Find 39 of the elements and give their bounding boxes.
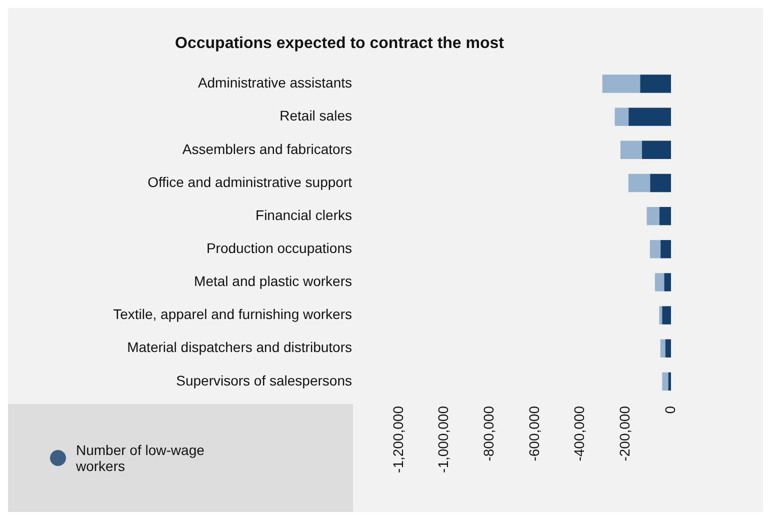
bar (662, 372, 668, 391)
bar (664, 273, 671, 292)
bar (660, 240, 671, 258)
bar (662, 306, 671, 324)
y-tick-label: Retail sales (280, 108, 352, 124)
x-tick-label: -400,000 (571, 406, 588, 462)
bar (650, 174, 671, 192)
chart-title: Occupations expected to contract the most (175, 35, 505, 52)
bar (654, 273, 664, 292)
x-tick-label: -600,000 (526, 406, 542, 462)
y-tick-label: Administrative assistants (198, 74, 352, 91)
y-tick-label: Assemblers and fabricators (182, 140, 352, 157)
bar (659, 206, 671, 226)
bar (659, 306, 662, 324)
bar (628, 108, 671, 126)
bar (602, 74, 640, 93)
y-tick-label: Office and administrative support (148, 174, 352, 190)
y-tick-label: Material dispatchers and distributors (127, 339, 352, 356)
bar (614, 108, 629, 126)
y-tick-label: Supervisors of salespersons (176, 372, 352, 388)
bar (620, 140, 642, 159)
x-tick-label: -1,000,000 (435, 406, 452, 473)
legend-label: Number of low-wage workers (76, 442, 206, 474)
bar (642, 140, 671, 159)
bar (668, 372, 671, 391)
x-tick-label: -1,200,000 (390, 406, 406, 473)
x-tick-label: -200,000 (616, 406, 633, 462)
y-tick-label: Financial clerks (256, 206, 352, 223)
y-tick-label: Textile, apparel and furnishing workers (113, 306, 352, 322)
bar (665, 339, 671, 358)
x-tick-label: -800,000 (480, 406, 497, 462)
bar (660, 339, 666, 358)
x-tick-label: 0 (662, 406, 678, 414)
y-tick-label: Production occupations (206, 240, 352, 256)
bar (628, 174, 650, 192)
bar (650, 240, 661, 258)
y-tick-label: Metal and plastic workers (194, 273, 352, 290)
bar (640, 74, 671, 93)
bar (646, 206, 660, 226)
